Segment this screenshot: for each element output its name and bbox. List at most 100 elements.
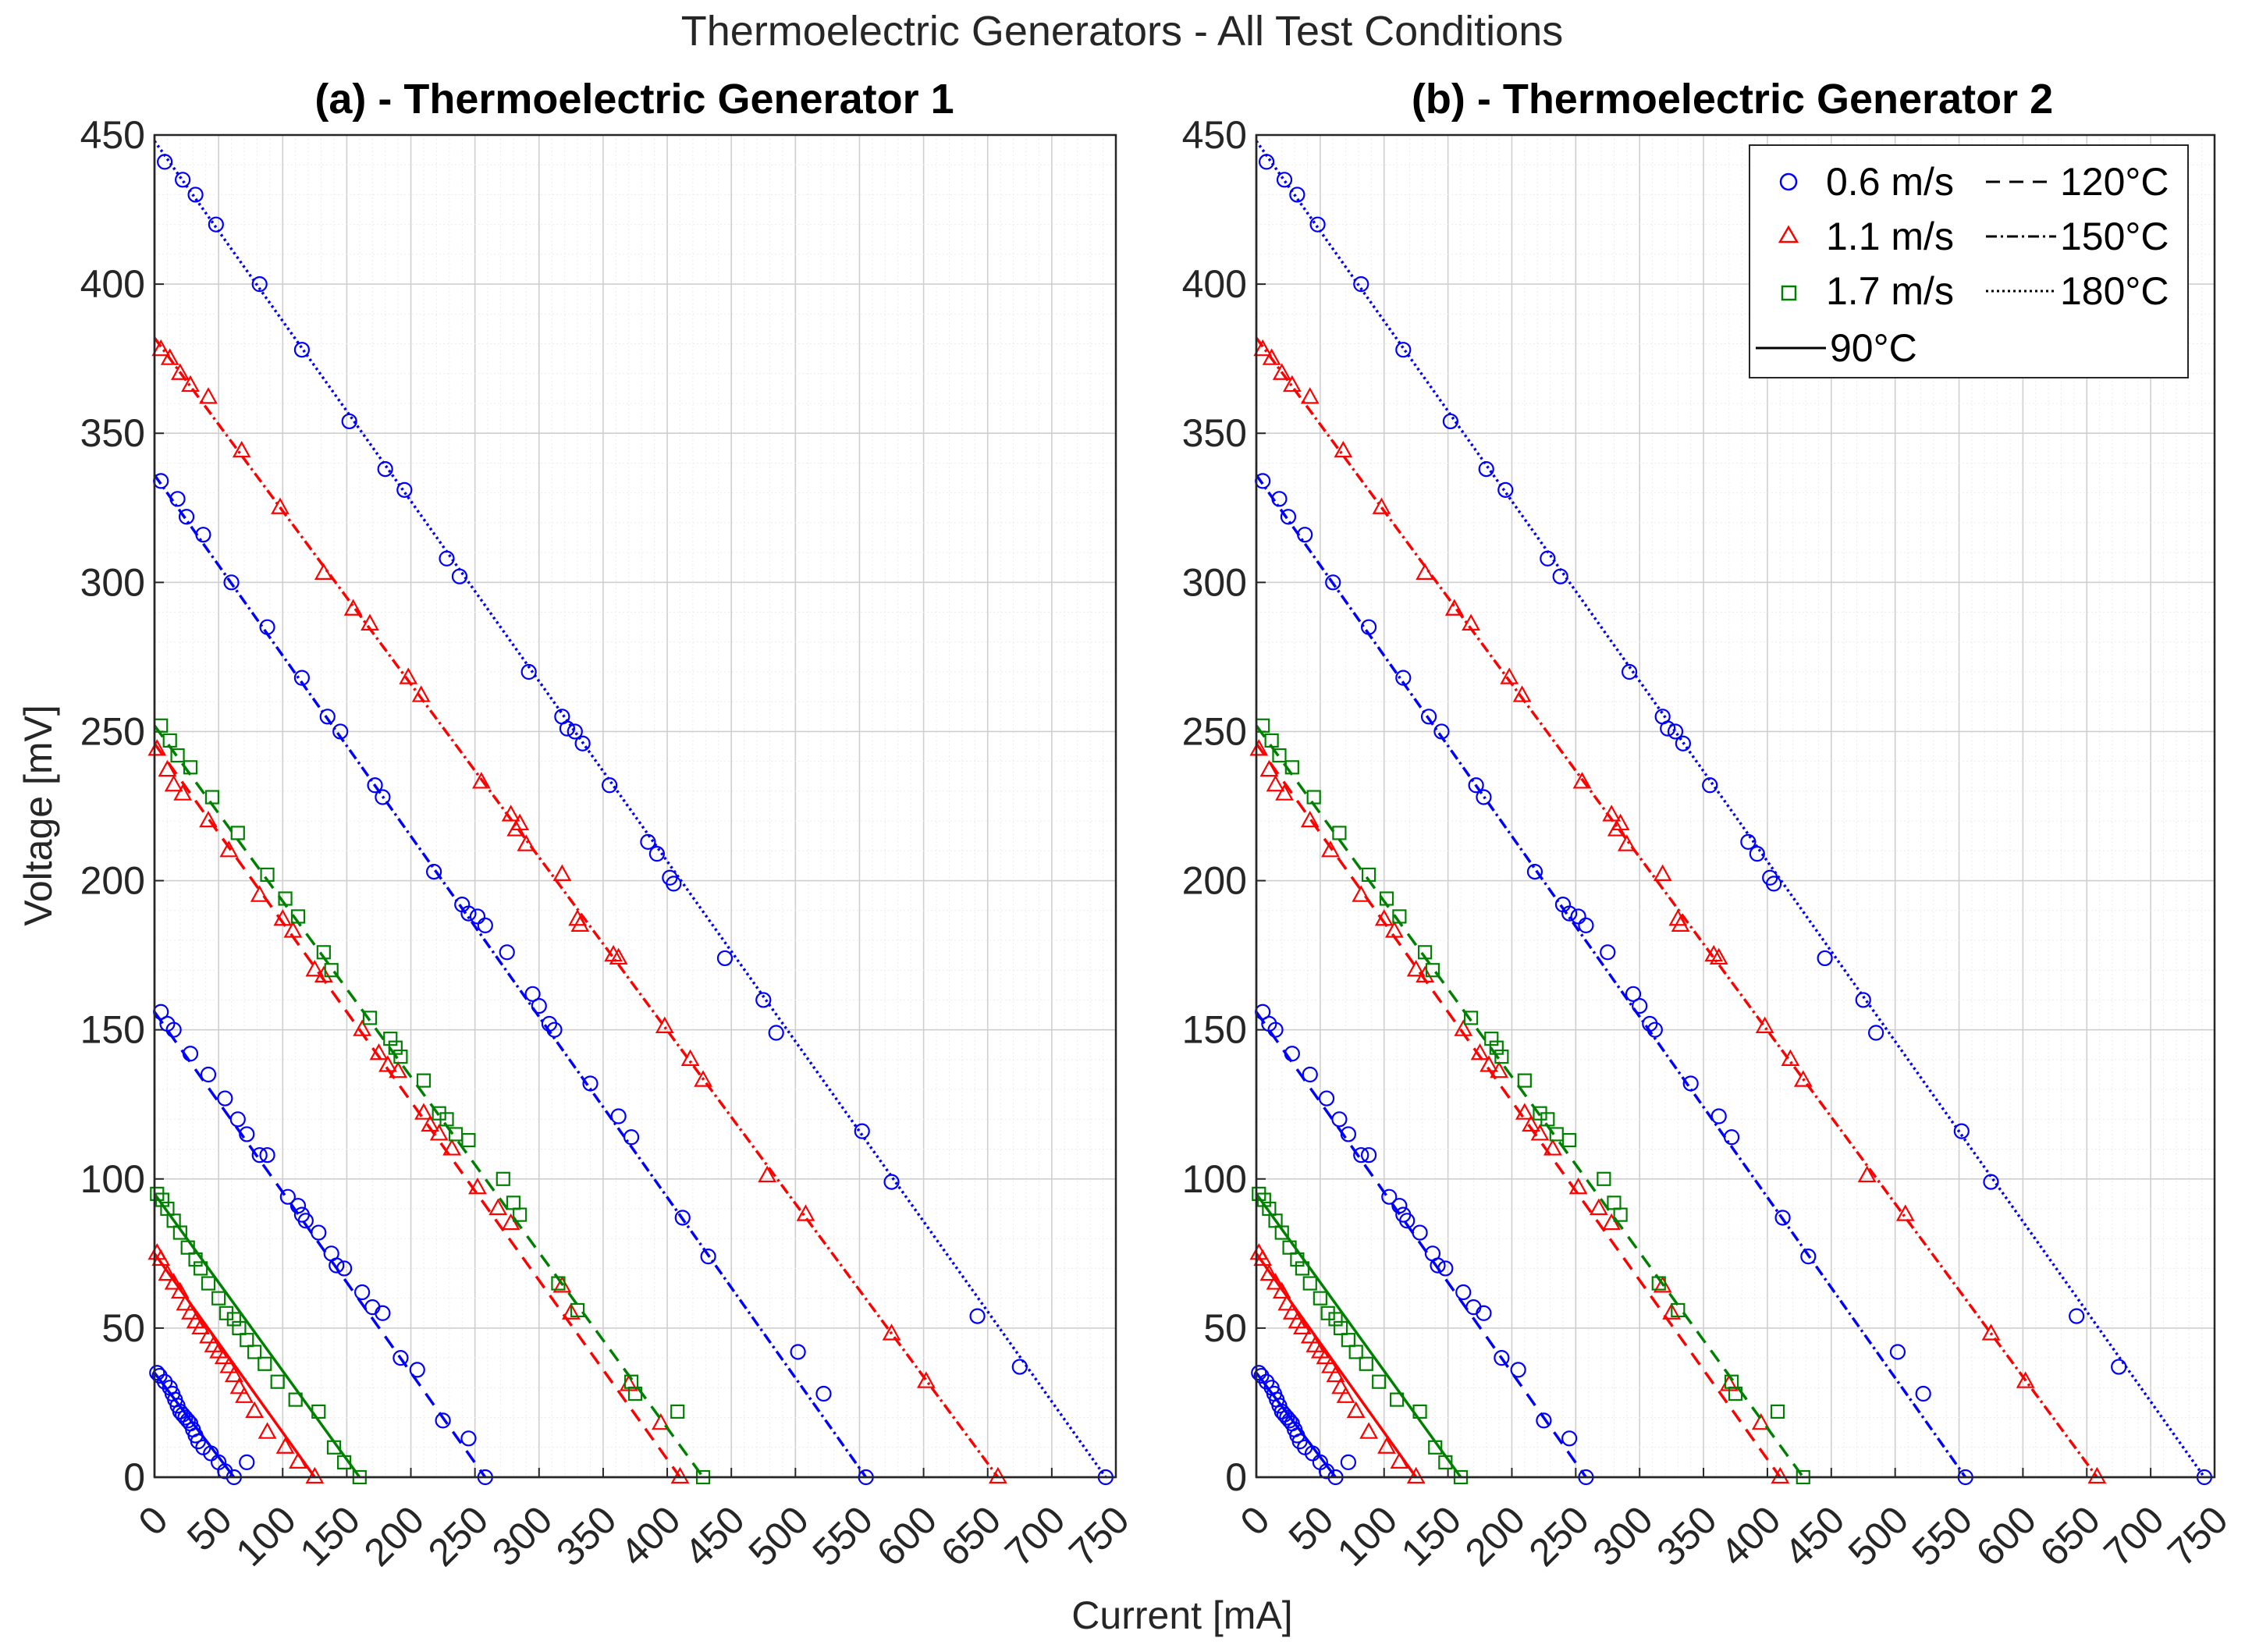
- plot-frame: [153, 133, 1117, 1479]
- data-point-circle: [1478, 460, 1494, 478]
- legend-entry-1-1: 1.1 m/s: [1778, 215, 1954, 258]
- data-point-triangle: [1416, 563, 1434, 580]
- series-0-6-m-s-120-c: [1255, 1004, 1594, 1486]
- data-point-circle: [1309, 216, 1326, 233]
- data-point-triangle: [158, 759, 177, 777]
- data-point-triangle: [1282, 375, 1302, 393]
- data-point-square: [162, 733, 177, 748]
- data-point-triangle: [1589, 1198, 1608, 1216]
- data-point-circle: [1455, 1284, 1472, 1301]
- data-point-triangle: [411, 685, 431, 702]
- data-point-circle: [1353, 1147, 1369, 1164]
- series-0-6-m-s-120-c: [153, 1004, 493, 1486]
- data-point-triangle: [305, 959, 325, 977]
- data-point-triangle: [1572, 772, 1592, 789]
- data-point-triangle: [1282, 1302, 1302, 1320]
- data-point-circle: [1561, 1430, 1578, 1447]
- panel-b-title: (b) - Thermoelectric Generator 2: [1412, 76, 2053, 123]
- legend-entry-180: 180°C: [1986, 269, 2169, 313]
- data-point-circle: [969, 1308, 986, 1324]
- y-tick-label: 50: [101, 1306, 145, 1350]
- data-point-square: [326, 1440, 342, 1455]
- data-point-circle: [854, 1123, 870, 1139]
- data-point-square: [1418, 945, 1433, 960]
- data-point-circle: [1710, 1108, 1727, 1124]
- data-point-square: [180, 1240, 195, 1255]
- data-point-triangle: [199, 387, 218, 404]
- data-point-triangle: [1300, 387, 1320, 404]
- data-point-triangle: [283, 921, 303, 938]
- data-point-circle: [1468, 777, 1484, 794]
- data-point-triangle: [1331, 1377, 1350, 1394]
- data-point-triangle: [1771, 1466, 1790, 1484]
- y-tick-label: 100: [80, 1157, 145, 1201]
- data-point-square: [183, 760, 198, 775]
- data-point-circle: [623, 1129, 640, 1146]
- data-point-triangle: [314, 563, 333, 580]
- data-point-square: [1328, 1312, 1343, 1327]
- data-point-square: [211, 1291, 226, 1306]
- data-point-circle: [567, 723, 583, 740]
- data-point-triangle: [305, 1466, 325, 1484]
- data-point-triangle: [1416, 965, 1434, 982]
- series-0-6-m-s-150-c: [153, 473, 874, 1486]
- data-point-circle: [1267, 1021, 1284, 1038]
- data-point-triangle: [989, 1466, 1007, 1484]
- data-point-triangle: [176, 1294, 195, 1311]
- data-point-circle: [311, 1224, 327, 1241]
- legend-label-150: 150°C: [2060, 215, 2169, 258]
- data-point-triangle: [1262, 348, 1281, 365]
- data-point-triangle: [1662, 1302, 1681, 1320]
- data-point-triangle: [275, 1437, 295, 1454]
- data-point-square: [416, 1073, 432, 1088]
- data-point-triangle: [399, 667, 418, 684]
- data-point-circle: [582, 1075, 599, 1092]
- y-tick-label: 300: [1182, 560, 1247, 604]
- data-point-circle: [648, 846, 666, 862]
- data-point-circle: [1437, 1260, 1454, 1277]
- fit-line: [1255, 724, 1805, 1479]
- series-0-6-m-s-150-c: [1255, 473, 1973, 1486]
- data-point-circle: [187, 187, 204, 203]
- data-point-triangle: [199, 810, 218, 828]
- data-point-triangle: [1479, 1055, 1498, 1072]
- data-point-circle: [1271, 491, 1288, 507]
- fit-line: [153, 724, 705, 1479]
- y-tick-label: 250: [80, 709, 145, 753]
- data-point-triangle: [1470, 1043, 1490, 1060]
- data-point-circle: [1868, 1025, 1884, 1041]
- data-point-square: [1282, 1240, 1297, 1255]
- data-point-triangle: [191, 1317, 211, 1334]
- data-point-circle: [610, 1108, 627, 1124]
- fit-line: [1255, 1011, 1587, 1479]
- series-1-1-m-s-120-c: [147, 739, 690, 1484]
- data-point-triangle: [694, 1070, 712, 1087]
- data-point-circle: [640, 833, 656, 850]
- data-point-triangle: [219, 1356, 239, 1373]
- data-point-circle: [674, 1210, 691, 1226]
- data-point-circle: [1740, 833, 1757, 850]
- panel-a-title: (a) - Thermoelectric Generator 1: [314, 76, 954, 123]
- data-point-square: [1517, 1073, 1532, 1088]
- data-point-square: [1361, 867, 1376, 883]
- data-point-triangle: [1334, 440, 1353, 458]
- data-point-circle: [1632, 997, 1648, 1014]
- data-point-circle: [768, 1025, 784, 1041]
- data-point-circle: [375, 789, 391, 805]
- data-point-triangle: [235, 1386, 254, 1403]
- fit-line: [153, 1011, 487, 1479]
- data-point-square: [316, 945, 331, 960]
- data-point-square: [1613, 1207, 1628, 1222]
- data-point-square: [1494, 1049, 1509, 1064]
- data-point-triangle: [1500, 667, 1519, 684]
- data-point-triangle: [151, 1249, 171, 1267]
- data-point-circle: [524, 986, 541, 1002]
- data-point-circle: [1800, 1249, 1817, 1265]
- series-1-7-m-s-90-c: [150, 1186, 367, 1485]
- data-point-triangle: [164, 774, 183, 792]
- data-point-circle: [1660, 720, 1676, 737]
- data-point-circle: [426, 863, 442, 880]
- data-point-square: [1390, 1392, 1405, 1407]
- series-1-1-m-s-90-c: [1249, 1243, 1426, 1484]
- data-point-circle: [297, 1213, 314, 1229]
